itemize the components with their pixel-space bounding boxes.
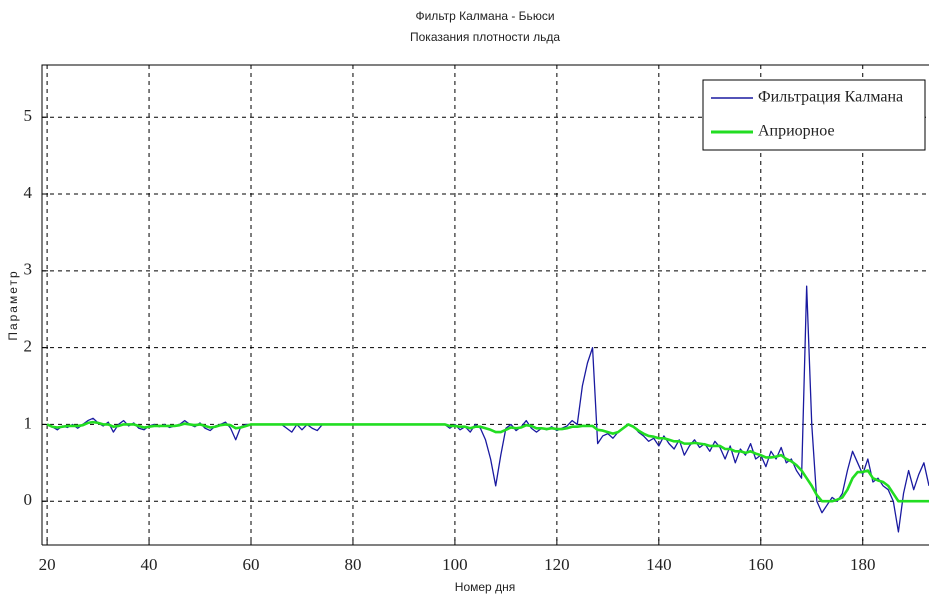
x-tick-label: 140 bbox=[646, 555, 672, 574]
data-line bbox=[46, 420, 929, 503]
legend-label: Априорное bbox=[758, 123, 835, 140]
plot-area bbox=[46, 285, 929, 533]
y-axis-label: Параметр bbox=[6, 269, 20, 340]
x-tick-label: 60 bbox=[243, 555, 260, 574]
chart-title: Фильтр Калмана - Бьюси bbox=[415, 9, 554, 23]
y-tick-label: 0 bbox=[24, 490, 33, 509]
legend-label: Фильтрация Калмана bbox=[758, 89, 903, 106]
x-tick-label: 80 bbox=[344, 555, 361, 574]
y-tick-label: 5 bbox=[24, 106, 33, 125]
y-tick-label: 3 bbox=[24, 260, 33, 279]
x-tick-label: 40 bbox=[141, 555, 158, 574]
x-axis-label: Номер дня bbox=[455, 580, 515, 594]
chart-subtitle: Показания плотности льда bbox=[410, 30, 560, 44]
y-tick-label: 1 bbox=[24, 413, 33, 432]
legend-box bbox=[702, 79, 926, 151]
y-tick-label: 4 bbox=[24, 183, 33, 202]
data-line bbox=[46, 285, 929, 533]
x-tick-label: 160 bbox=[748, 555, 774, 574]
axis-frame bbox=[41, 64, 929, 546]
x-tick-label: 120 bbox=[544, 555, 570, 574]
x-tick-label: 100 bbox=[442, 555, 468, 574]
x-tick-label: 180 bbox=[850, 555, 876, 574]
x-tick-label: 20 bbox=[39, 555, 56, 574]
y-tick-label: 2 bbox=[24, 337, 33, 356]
